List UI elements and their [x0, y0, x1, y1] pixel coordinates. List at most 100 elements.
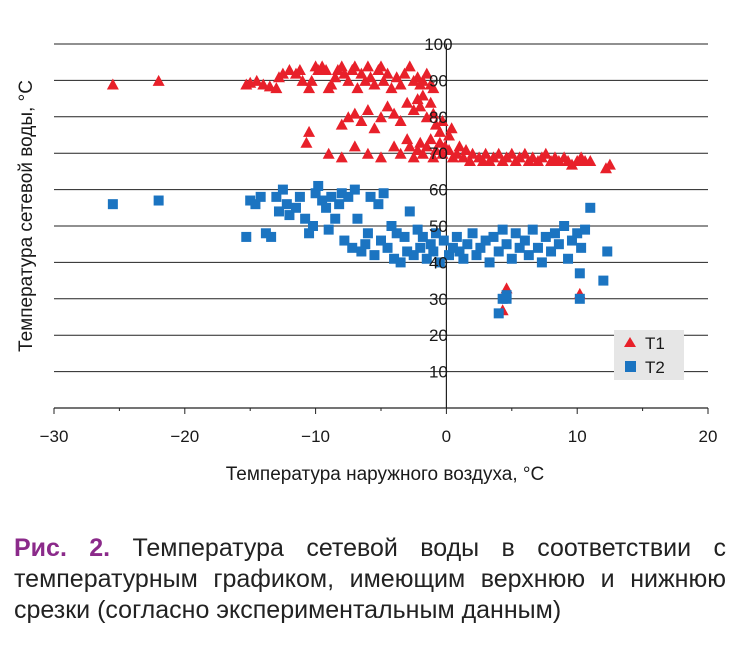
point-t1 — [394, 78, 407, 90]
point-t1 — [375, 111, 387, 123]
point-t2 — [501, 293, 512, 304]
point-t2 — [425, 239, 436, 250]
point-t1 — [296, 74, 309, 86]
point-t1 — [500, 151, 513, 163]
point-t1 — [420, 67, 433, 79]
point-t2 — [391, 228, 402, 239]
point-t2 — [506, 253, 517, 264]
point-t2 — [417, 231, 428, 242]
point-t1 — [250, 74, 263, 86]
point-t1 — [263, 80, 276, 92]
point-t2 — [284, 210, 295, 221]
point-t2 — [339, 235, 350, 246]
point-t1 — [305, 74, 318, 86]
point-t1 — [457, 151, 470, 163]
point-t1 — [394, 147, 407, 159]
point-t2 — [360, 239, 371, 250]
point-t1 — [355, 114, 368, 126]
point-t1 — [424, 133, 437, 145]
point-t2 — [294, 191, 305, 202]
point-t2 — [245, 195, 256, 206]
legend-label-t1: T1 — [645, 334, 665, 353]
point-t1 — [416, 74, 429, 86]
y-axis-title: Температура сетевой воды, °С — [16, 80, 37, 352]
x-tick-label: 0 — [442, 427, 451, 446]
legend-label-t2: T2 — [645, 358, 665, 377]
x-tick-label: 20 — [699, 427, 718, 446]
point-t2 — [540, 231, 551, 242]
point-t1 — [603, 158, 616, 170]
legend-triangle-icon — [624, 337, 636, 347]
point-t2 — [536, 257, 547, 268]
y-tick-label: 10 — [429, 363, 448, 382]
point-t1 — [445, 122, 458, 134]
point-t2 — [454, 246, 465, 257]
point-t2 — [277, 184, 288, 195]
point-t2 — [444, 250, 455, 261]
point-t1 — [375, 60, 387, 72]
point-t1 — [361, 60, 374, 72]
point-t2 — [386, 221, 397, 231]
point-t2 — [304, 228, 315, 239]
point-t1 — [505, 147, 518, 159]
point-t1 — [364, 71, 377, 83]
point-t1 — [492, 147, 505, 159]
point-t2 — [514, 242, 525, 253]
point-t2 — [317, 195, 328, 206]
point-t1 — [348, 60, 361, 72]
point-t1 — [398, 67, 411, 79]
point-t1 — [463, 154, 476, 166]
point-t2 — [313, 180, 324, 191]
point-t2 — [408, 250, 419, 261]
point-t2 — [273, 206, 284, 217]
point-t2 — [438, 235, 449, 246]
point-t2 — [574, 293, 585, 304]
point-t1 — [388, 140, 401, 152]
point-t1 — [518, 147, 531, 159]
point-t1 — [552, 154, 565, 166]
point-t2 — [421, 253, 432, 264]
point-t1 — [381, 100, 394, 112]
y-tick-label: 30 — [429, 290, 448, 309]
point-t1 — [283, 63, 296, 75]
point-t1 — [433, 125, 446, 137]
point-t1 — [414, 136, 427, 148]
point-t2 — [580, 224, 591, 235]
point-t2 — [323, 224, 334, 235]
point-t1 — [351, 82, 364, 94]
data-points — [106, 60, 616, 319]
point-t1 — [429, 118, 442, 130]
point-t1 — [479, 147, 492, 159]
y-tick-label: 60 — [429, 181, 448, 200]
point-t1 — [342, 111, 355, 123]
point-t2 — [484, 257, 495, 268]
point-t2 — [326, 191, 337, 202]
point-t2 — [260, 228, 271, 239]
point-t1 — [407, 104, 420, 116]
point-t2 — [447, 242, 458, 253]
point-t2 — [402, 246, 413, 257]
point-t2 — [497, 224, 508, 235]
point-t1 — [443, 129, 456, 141]
point-t1 — [420, 111, 433, 123]
point-t1 — [450, 147, 463, 159]
point-t2 — [412, 224, 423, 235]
point-t1 — [466, 147, 479, 159]
point-t2 — [532, 242, 543, 253]
point-t2 — [566, 235, 577, 246]
point-t1 — [401, 96, 414, 108]
point-t1 — [403, 60, 416, 72]
point-t2 — [378, 188, 389, 199]
point-t2 — [330, 213, 341, 224]
point-t2 — [559, 221, 570, 231]
y-tick-label: 70 — [429, 144, 448, 163]
point-t2 — [574, 268, 585, 279]
point-t2 — [462, 239, 473, 250]
y-tick-labels: 10 20 30 40 50 60 70 80 90 100 — [424, 35, 452, 382]
point-t2 — [598, 275, 609, 286]
point-t2 — [527, 224, 538, 235]
point-t2 — [434, 257, 445, 268]
legend: T1 T2 — [614, 330, 684, 380]
point-t2 — [451, 231, 462, 242]
point-t1 — [453, 140, 466, 152]
